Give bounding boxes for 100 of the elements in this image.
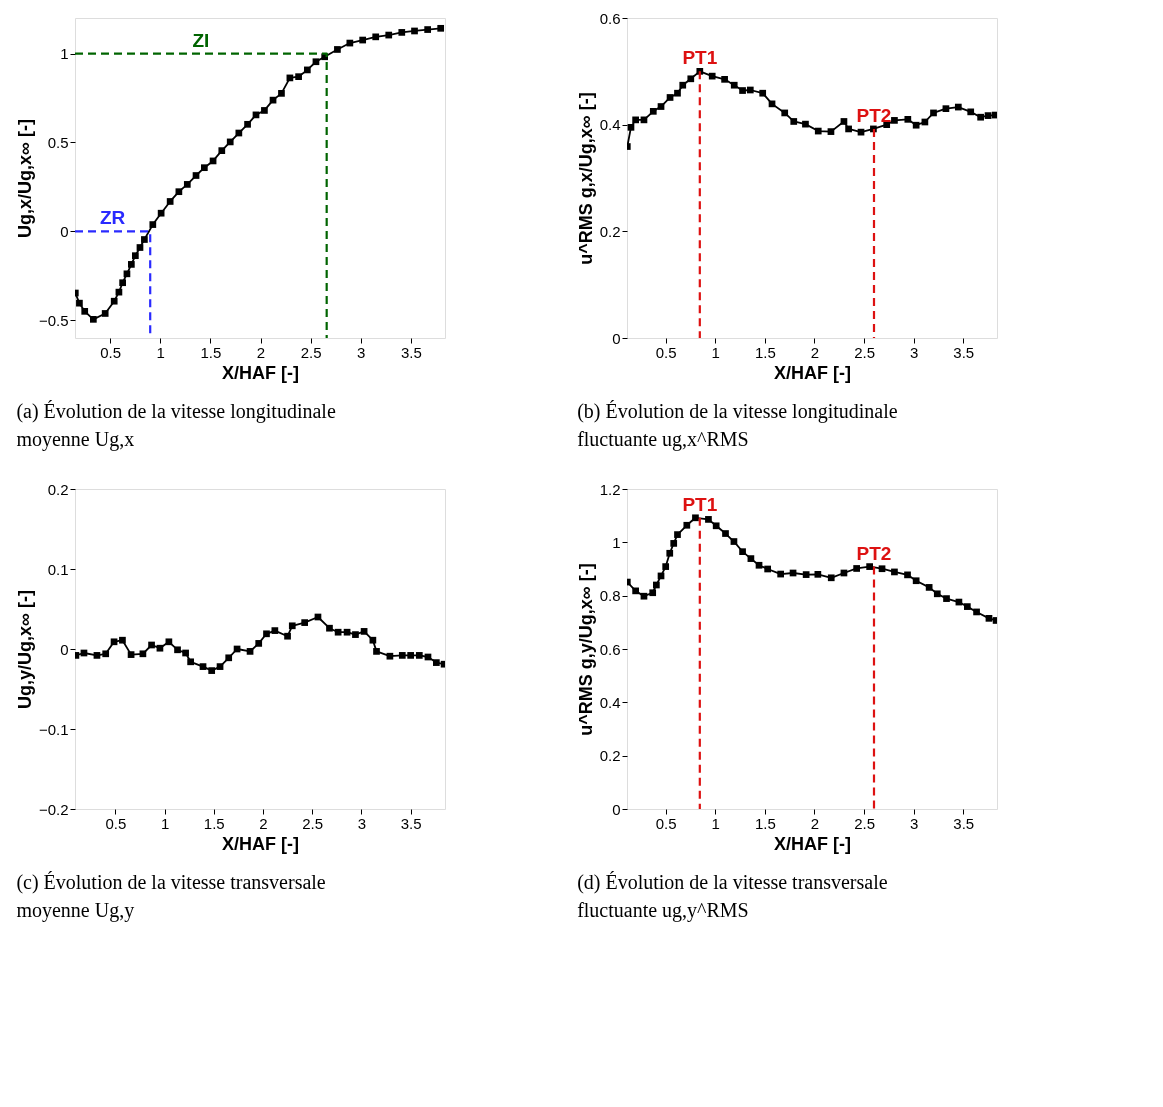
point bbox=[166, 198, 174, 205]
point bbox=[165, 638, 173, 646]
x-tick-label: 2.5 bbox=[300, 343, 322, 361]
point bbox=[235, 129, 243, 137]
point bbox=[437, 24, 445, 32]
y-tick-label: 1.2 bbox=[599, 480, 621, 498]
point bbox=[303, 66, 311, 74]
x-tick-label: 2.5 bbox=[302, 814, 324, 832]
point bbox=[747, 555, 755, 562]
point bbox=[360, 628, 368, 635]
point bbox=[973, 608, 980, 616]
point bbox=[295, 73, 302, 81]
y-tick-label: 0 bbox=[612, 329, 621, 347]
point bbox=[984, 112, 992, 119]
point bbox=[930, 109, 937, 117]
y-axis-title: Ug,x/Ug,x∞ [-] bbox=[14, 119, 35, 238]
y-tick-label: 0.1 bbox=[47, 560, 69, 578]
x-axis-title: X/HAF [-] bbox=[222, 362, 299, 383]
point bbox=[93, 652, 101, 659]
point bbox=[139, 650, 147, 658]
point bbox=[708, 72, 716, 80]
point bbox=[326, 624, 333, 632]
point bbox=[246, 648, 254, 655]
point bbox=[110, 638, 118, 646]
point bbox=[208, 667, 216, 674]
point bbox=[255, 640, 263, 647]
x-tick-label: 0.5 bbox=[655, 343, 677, 361]
point bbox=[764, 565, 772, 573]
point bbox=[739, 87, 746, 94]
x-tick-label: 1 bbox=[711, 343, 720, 361]
point bbox=[359, 36, 367, 44]
point bbox=[407, 652, 415, 659]
point bbox=[722, 530, 729, 537]
x-tick-label: 0.5 bbox=[105, 814, 127, 832]
x-axis-title: X/HAF [-] bbox=[774, 833, 851, 854]
point bbox=[136, 244, 144, 251]
point bbox=[802, 120, 809, 128]
y-tick-label: 0.2 bbox=[599, 222, 621, 240]
point bbox=[334, 628, 342, 636]
point bbox=[627, 123, 635, 131]
point bbox=[721, 75, 728, 83]
series-label: PT1 bbox=[682, 493, 718, 515]
x-tick-label: 2 bbox=[259, 814, 268, 832]
point bbox=[845, 125, 852, 133]
y-axis-title: u^RMS g,y/Ug,x∞ [-] bbox=[575, 563, 596, 736]
point bbox=[827, 574, 835, 582]
point bbox=[790, 118, 798, 125]
point bbox=[802, 571, 810, 578]
point bbox=[814, 127, 822, 135]
point bbox=[76, 299, 83, 307]
point bbox=[977, 113, 984, 121]
point bbox=[244, 120, 251, 128]
point bbox=[415, 652, 423, 659]
point bbox=[653, 581, 660, 589]
x-tick-label: 2.5 bbox=[854, 814, 876, 832]
x-tick-label: 1 bbox=[160, 814, 170, 832]
point bbox=[777, 570, 785, 578]
point bbox=[963, 603, 971, 610]
text: (c) Évolution de la vitesse transversale moyenne Ug,y bbox=[16, 871, 326, 922]
x-tick-label: 2 bbox=[810, 343, 820, 361]
point bbox=[640, 592, 648, 600]
point bbox=[398, 29, 406, 36]
point bbox=[385, 31, 393, 39]
y-tick-label: 0 bbox=[612, 800, 621, 818]
point bbox=[840, 118, 848, 125]
x-tick-label: 0.5 bbox=[100, 343, 122, 361]
y-tick-label: 0.6 bbox=[599, 640, 621, 658]
point bbox=[904, 571, 911, 579]
x-tick-label: 2 bbox=[256, 343, 266, 361]
point bbox=[967, 108, 975, 116]
point bbox=[334, 46, 341, 53]
point bbox=[201, 164, 208, 172]
point bbox=[942, 105, 950, 113]
point bbox=[183, 181, 191, 188]
point bbox=[102, 650, 110, 658]
point bbox=[674, 89, 681, 97]
y-tick-label: −0.1 bbox=[38, 720, 69, 738]
point bbox=[943, 595, 950, 602]
point bbox=[156, 644, 164, 652]
x-tick-label: 3.5 bbox=[953, 343, 975, 361]
point bbox=[432, 659, 440, 666]
series-label: PT2 bbox=[856, 542, 892, 564]
x-tick-label: 1.5 bbox=[754, 814, 776, 832]
point bbox=[218, 147, 226, 154]
point bbox=[148, 641, 155, 649]
point bbox=[90, 315, 97, 323]
point bbox=[123, 270, 131, 278]
point bbox=[687, 75, 695, 83]
point bbox=[81, 307, 89, 315]
series-label: PT1 bbox=[682, 47, 718, 69]
point bbox=[174, 646, 181, 654]
point bbox=[284, 632, 291, 640]
y-tick-label: 0.6 bbox=[599, 9, 621, 27]
point bbox=[670, 540, 678, 547]
point bbox=[827, 128, 835, 135]
x-tick-label: 3 bbox=[357, 814, 367, 832]
point bbox=[199, 663, 207, 670]
point bbox=[278, 90, 285, 97]
point bbox=[730, 538, 738, 545]
x-tick-label: 3.5 bbox=[400, 814, 422, 832]
